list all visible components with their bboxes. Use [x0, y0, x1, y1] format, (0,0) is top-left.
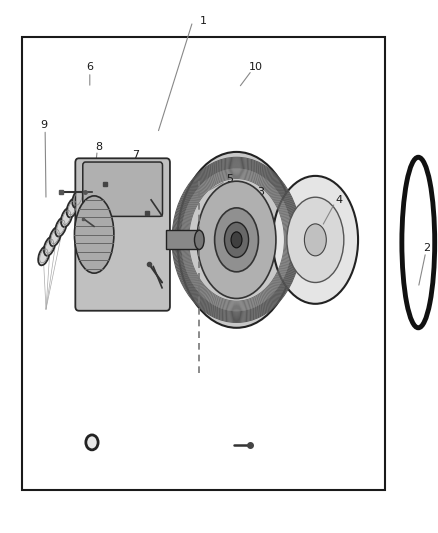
Text: 9: 9 [40, 120, 47, 130]
Text: 10: 10 [249, 62, 263, 71]
Ellipse shape [55, 217, 67, 237]
Ellipse shape [197, 181, 276, 298]
Text: 4: 4 [336, 195, 343, 205]
Text: 7: 7 [132, 150, 139, 159]
Text: 3: 3 [257, 187, 264, 197]
Text: 5: 5 [226, 174, 233, 183]
Ellipse shape [231, 232, 242, 248]
Ellipse shape [38, 246, 49, 265]
Ellipse shape [287, 197, 344, 282]
Ellipse shape [61, 208, 72, 227]
Text: 8: 8 [95, 142, 102, 151]
Text: 1: 1 [200, 17, 207, 26]
Ellipse shape [194, 230, 204, 249]
Bar [22, 37, 385, 490]
Ellipse shape [49, 227, 61, 246]
Ellipse shape [67, 198, 78, 217]
Ellipse shape [44, 237, 55, 256]
Ellipse shape [86, 435, 98, 450]
Ellipse shape [215, 208, 258, 272]
Bar [166, 230, 199, 249]
Text: 6: 6 [86, 62, 93, 71]
Ellipse shape [177, 152, 296, 328]
Ellipse shape [74, 196, 114, 273]
Ellipse shape [304, 224, 326, 256]
Ellipse shape [272, 176, 358, 304]
FancyBboxPatch shape [83, 162, 162, 216]
Text: 2: 2 [424, 243, 431, 253]
Ellipse shape [225, 222, 249, 257]
Ellipse shape [72, 189, 84, 208]
FancyBboxPatch shape [75, 158, 170, 311]
